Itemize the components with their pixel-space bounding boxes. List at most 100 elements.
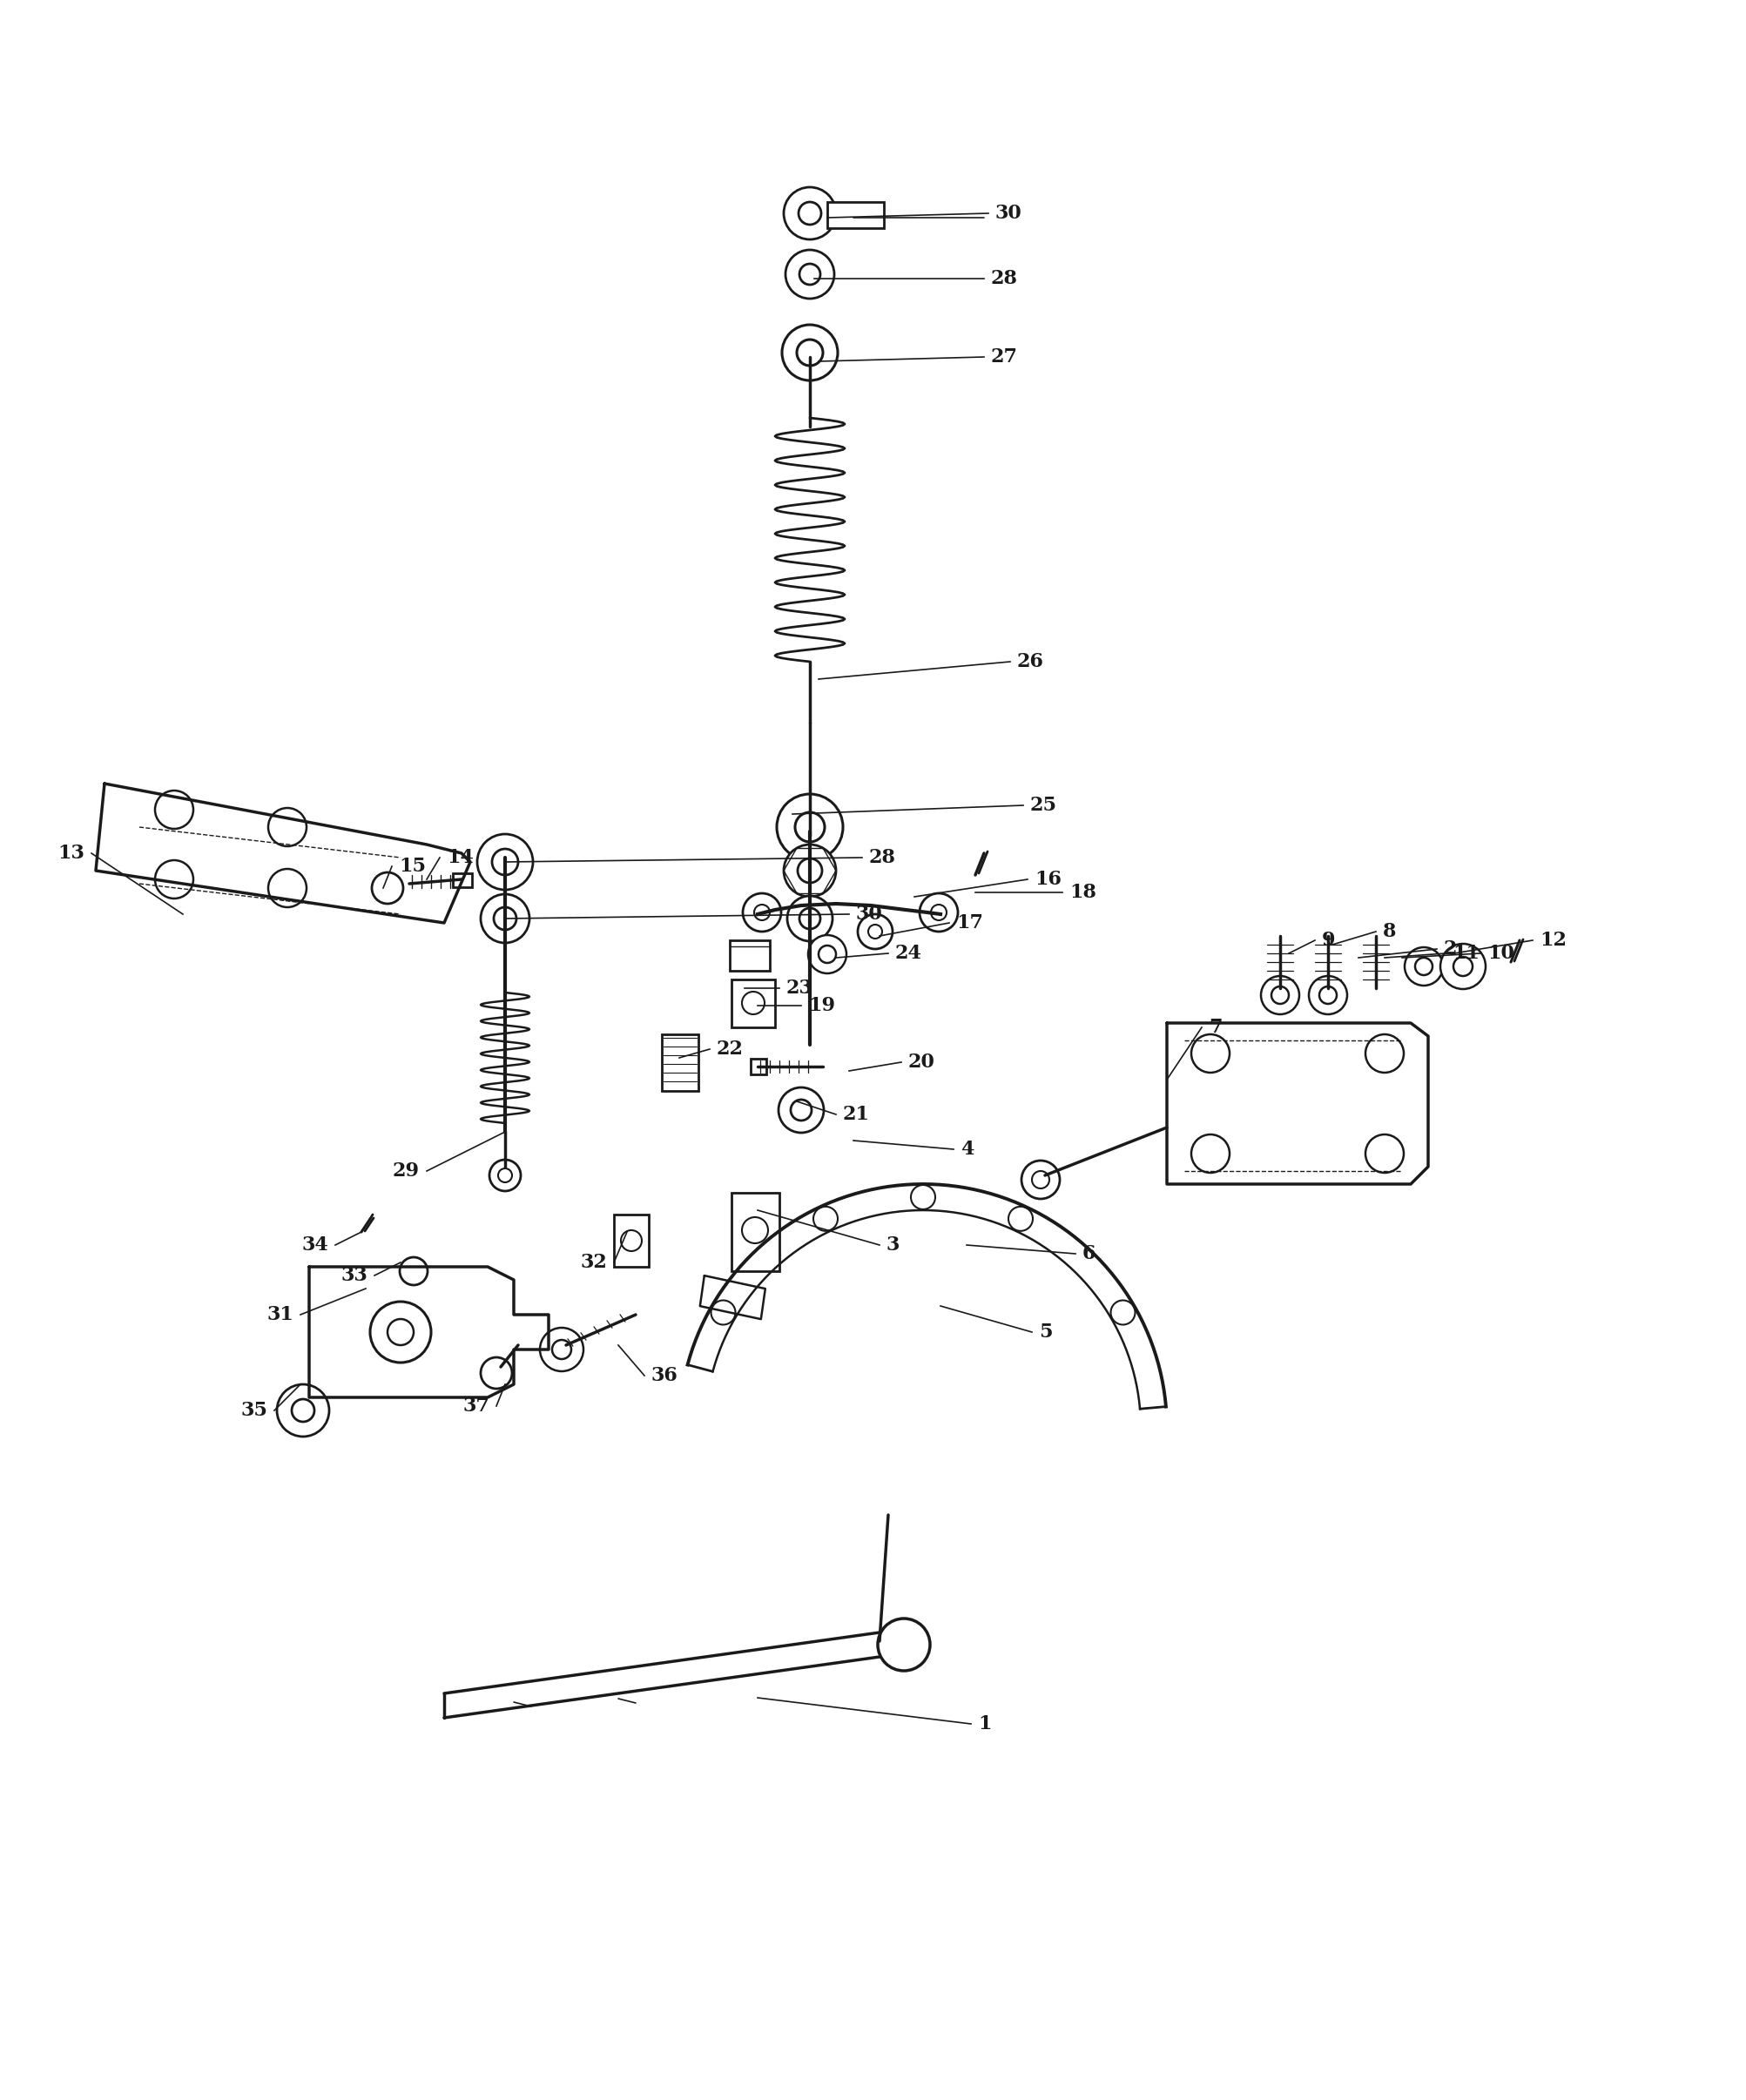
- Circle shape: [489, 1159, 520, 1191]
- Text: 25: 25: [1030, 796, 1056, 815]
- Circle shape: [1271, 987, 1289, 1004]
- Circle shape: [155, 790, 194, 830]
- Circle shape: [622, 1231, 643, 1252]
- Circle shape: [819, 945, 836, 964]
- Circle shape: [1261, 977, 1299, 1014]
- Text: 20: 20: [908, 1052, 936, 1071]
- Text: 14: 14: [447, 848, 473, 867]
- Circle shape: [278, 1384, 330, 1436]
- Circle shape: [400, 1258, 428, 1285]
- Circle shape: [794, 813, 824, 842]
- Text: 33: 33: [340, 1266, 367, 1285]
- Circle shape: [1414, 958, 1432, 974]
- Text: 3: 3: [887, 1235, 899, 1254]
- Circle shape: [1021, 1161, 1060, 1199]
- Text: 34: 34: [302, 1235, 328, 1254]
- Circle shape: [742, 892, 780, 932]
- Text: 9: 9: [1322, 930, 1336, 949]
- Circle shape: [782, 326, 838, 380]
- Text: 28: 28: [992, 269, 1018, 288]
- Text: 37: 37: [463, 1396, 489, 1415]
- FancyBboxPatch shape: [452, 874, 471, 886]
- Circle shape: [1310, 977, 1348, 1014]
- Circle shape: [742, 991, 765, 1014]
- Text: 24: 24: [896, 943, 922, 964]
- Text: 36: 36: [651, 1365, 677, 1386]
- Circle shape: [1365, 1134, 1404, 1172]
- Circle shape: [269, 808, 307, 846]
- Circle shape: [786, 250, 835, 298]
- Circle shape: [742, 1218, 768, 1243]
- Circle shape: [1009, 1208, 1034, 1231]
- Circle shape: [477, 834, 533, 890]
- Circle shape: [1110, 1300, 1135, 1325]
- Circle shape: [711, 1300, 735, 1325]
- Text: 6: 6: [1083, 1243, 1096, 1264]
- Circle shape: [1365, 1035, 1404, 1073]
- Circle shape: [800, 907, 821, 928]
- Circle shape: [920, 892, 959, 932]
- FancyBboxPatch shape: [732, 979, 775, 1027]
- Circle shape: [800, 265, 821, 286]
- Text: 31: 31: [267, 1304, 293, 1325]
- Circle shape: [388, 1319, 414, 1346]
- Text: 10: 10: [1488, 943, 1514, 964]
- FancyBboxPatch shape: [730, 941, 770, 970]
- Text: 16: 16: [1035, 869, 1062, 888]
- Text: 4: 4: [960, 1140, 974, 1159]
- Circle shape: [370, 1302, 431, 1363]
- FancyBboxPatch shape: [732, 1193, 779, 1270]
- Text: 17: 17: [957, 914, 983, 932]
- Circle shape: [878, 1619, 931, 1672]
- Circle shape: [292, 1399, 314, 1422]
- Text: 27: 27: [992, 347, 1018, 368]
- Circle shape: [1191, 1134, 1229, 1172]
- Text: 35: 35: [241, 1401, 267, 1420]
- Circle shape: [1404, 947, 1442, 985]
- Text: 26: 26: [1018, 653, 1044, 672]
- FancyBboxPatch shape: [828, 202, 883, 229]
- FancyBboxPatch shape: [615, 1214, 650, 1266]
- Text: 5: 5: [1039, 1323, 1053, 1342]
- Circle shape: [798, 202, 821, 225]
- Text: 15: 15: [398, 857, 426, 876]
- Text: 18: 18: [1069, 882, 1096, 903]
- FancyBboxPatch shape: [751, 1058, 766, 1075]
- Text: 22: 22: [716, 1040, 744, 1058]
- Circle shape: [754, 905, 770, 920]
- Text: 1: 1: [978, 1714, 992, 1732]
- Circle shape: [796, 340, 822, 365]
- Text: 30: 30: [856, 905, 883, 924]
- Circle shape: [480, 895, 529, 943]
- Text: 30: 30: [995, 204, 1021, 223]
- Text: 19: 19: [808, 995, 835, 1014]
- Circle shape: [814, 1208, 838, 1231]
- Circle shape: [269, 869, 307, 907]
- Circle shape: [1453, 958, 1472, 977]
- Circle shape: [787, 897, 833, 941]
- Text: 12: 12: [1540, 930, 1566, 949]
- Text: 8: 8: [1383, 922, 1397, 941]
- Circle shape: [808, 934, 847, 974]
- Text: 23: 23: [786, 979, 814, 997]
- Circle shape: [777, 794, 843, 861]
- Text: 13: 13: [58, 844, 84, 863]
- Circle shape: [784, 187, 836, 239]
- Circle shape: [494, 907, 517, 930]
- Circle shape: [492, 848, 519, 876]
- Circle shape: [1440, 943, 1486, 989]
- Circle shape: [552, 1340, 571, 1359]
- Circle shape: [155, 861, 194, 899]
- Circle shape: [1191, 1035, 1229, 1073]
- Circle shape: [791, 1100, 812, 1121]
- Circle shape: [372, 872, 403, 903]
- Circle shape: [480, 1357, 512, 1388]
- Circle shape: [784, 844, 836, 897]
- Circle shape: [498, 1168, 512, 1182]
- Circle shape: [911, 1184, 936, 1210]
- Text: 32: 32: [580, 1254, 608, 1273]
- Text: 2: 2: [1444, 939, 1458, 958]
- Circle shape: [857, 914, 892, 949]
- Circle shape: [779, 1088, 824, 1132]
- Text: 28: 28: [870, 848, 896, 867]
